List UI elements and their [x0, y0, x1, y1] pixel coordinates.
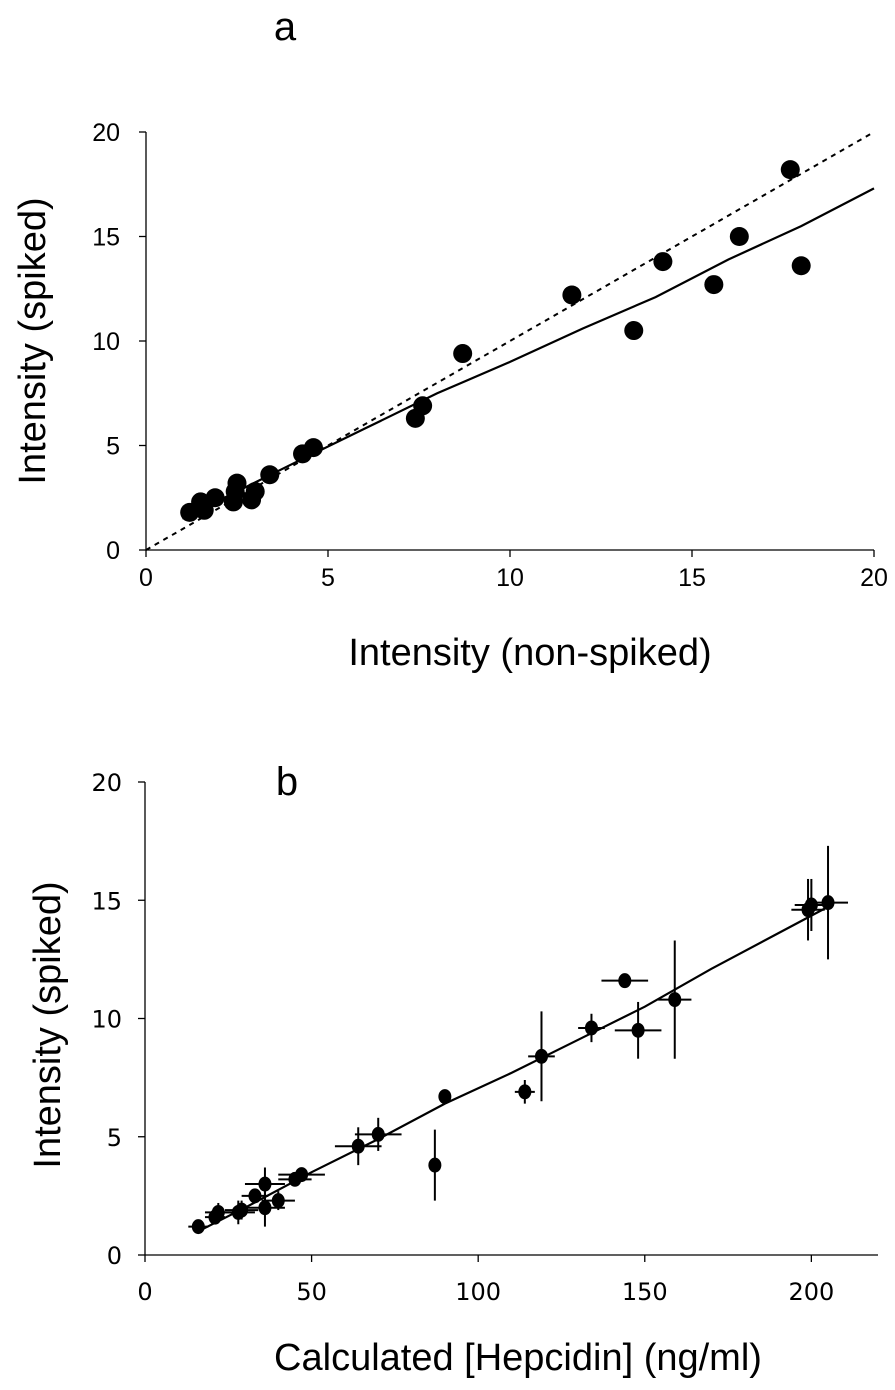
x-tick-label: 0	[139, 564, 153, 592]
y-tick-label: 15	[92, 224, 120, 252]
panel-a-x-axis-title: Intensity (non-spiked)	[348, 632, 711, 674]
x-tick-label: 150	[622, 1278, 668, 1306]
data-point	[295, 1167, 309, 1183]
y-tick-label: 5	[107, 1124, 122, 1152]
data-point	[438, 1089, 452, 1105]
panel-b-axes	[138, 781, 878, 1262]
data-point	[562, 285, 582, 305]
data-point	[428, 1157, 442, 1173]
data-point	[780, 160, 800, 180]
data-point	[618, 973, 632, 989]
y-tick-label: 10	[92, 328, 120, 356]
data-point	[584, 1020, 598, 1036]
panel-b-y-tick-labels: 0 5 10 15 20	[91, 769, 122, 1270]
y-tick-label: 20	[92, 119, 120, 147]
data-point	[351, 1138, 365, 1154]
data-point	[729, 227, 749, 246]
data-point	[258, 1200, 272, 1216]
panel-b-points	[191, 895, 835, 1235]
panel-a-axes	[139, 131, 875, 557]
data-point	[413, 396, 433, 416]
data-point	[453, 344, 473, 364]
x-tick-label: 5	[321, 564, 335, 592]
panel-b-lines	[197, 904, 832, 1233]
x-tick-label: 200	[788, 1278, 834, 1306]
x-tick-label: 100	[455, 1278, 501, 1306]
data-point	[303, 438, 323, 458]
panel-b-y-axis-title: Intensity (spiked)	[27, 881, 69, 1168]
data-point	[653, 252, 673, 272]
y-tick-label: 20	[91, 769, 122, 797]
data-point	[791, 256, 811, 276]
data-point	[235, 1202, 249, 1218]
panel-a-points	[180, 160, 811, 522]
data-point	[668, 992, 682, 1008]
panel-a-chart: a 0 5 10 15 20 0 5 10 15 20 Intensity (non-spike…	[12, 5, 888, 674]
panel-a-y-tick-labels: 0 5 10 15 20	[92, 119, 120, 565]
data-point	[248, 1188, 262, 1204]
x-tick-label: 50	[296, 1278, 327, 1306]
data-point	[260, 465, 280, 485]
data-point	[271, 1193, 285, 1209]
x-tick-label: 10	[496, 564, 524, 592]
data-point	[191, 1219, 205, 1235]
data-point	[245, 481, 265, 501]
panel-b-label: b	[276, 760, 298, 804]
y-tick-label: 15	[91, 887, 122, 915]
data-point	[624, 321, 644, 341]
panel-b-x-tick-labels: 0 50 100 150 200	[137, 1278, 834, 1306]
data-point	[205, 488, 225, 508]
data-point	[258, 1176, 272, 1192]
data-point	[704, 275, 724, 295]
data-point	[211, 1204, 225, 1220]
panel-a-y-axis-title: Intensity (spiked)	[12, 197, 54, 484]
panel-b-solid-line	[197, 904, 832, 1233]
panel-a-x-tick-labels: 0 5 10 15 20	[139, 564, 888, 592]
panel-a-label: a	[274, 5, 297, 49]
panel-b-error-bars	[188, 845, 849, 1232]
data-point	[821, 895, 835, 911]
x-tick-label: 0	[137, 1278, 152, 1306]
data-point	[194, 500, 214, 520]
x-tick-label: 15	[678, 564, 706, 592]
data-point	[804, 897, 818, 913]
data-point	[534, 1048, 548, 1064]
data-point	[227, 473, 247, 493]
panel-b-chart: b 0 50 100 150 200 0 5 10 15 20 Calculated [Hepc…	[27, 760, 878, 1379]
data-point	[518, 1084, 532, 1100]
data-point	[371, 1126, 385, 1142]
y-tick-label: 0	[107, 1242, 122, 1270]
panel-b-x-axis-title: Calculated [Hepcidin] (ng/ml)	[274, 1337, 762, 1379]
y-tick-label: 10	[91, 1006, 122, 1034]
data-point	[631, 1022, 645, 1038]
x-tick-label: 20	[860, 564, 888, 592]
y-tick-label: 0	[106, 537, 120, 565]
y-tick-label: 5	[106, 433, 120, 461]
